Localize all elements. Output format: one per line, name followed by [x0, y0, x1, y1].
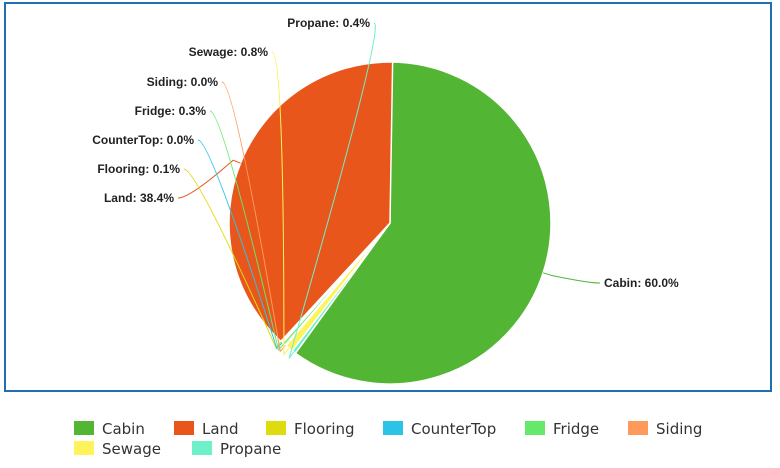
connector-flooring: [183, 168, 282, 349]
connector-fridge: [209, 110, 285, 352]
legend-label: Fridge: [553, 420, 600, 438]
legend-swatch: [192, 441, 212, 455]
data-label-propane: Propane: 0.4%: [287, 16, 370, 30]
data-label-sewage: Sewage: 0.8%: [189, 45, 269, 59]
connector-land: [177, 159, 241, 199]
chart-frame: Cabin: 60.0% Land: 38.4% Flooring: 0.1% Cou…: [4, 2, 772, 392]
data-label-countertop: CounterTop: 0.0%: [92, 133, 194, 147]
data-label-cabin: Cabin: 60.0%: [604, 276, 679, 290]
connector-sewage: [271, 51, 290, 357]
data-label-fridge: Fridge: 0.3%: [135, 104, 207, 118]
legend-swatch: [383, 421, 403, 435]
connector-cabin: [542, 272, 601, 284]
pie-slice-land[interactable]: [228, 61, 394, 343]
legend-swatch: [266, 421, 286, 435]
legend-label: Propane: [220, 440, 282, 458]
legend-label: Cabin: [102, 420, 145, 438]
legend-swatch: [525, 421, 545, 435]
connector-siding: [221, 81, 286, 353]
legend-swatch: [74, 421, 94, 435]
legend-label: Flooring: [294, 420, 355, 438]
legend-label: CounterTop: [411, 420, 497, 438]
connector-propane: [288, 22, 376, 359]
data-label-land: Land: 38.4%: [104, 191, 174, 205]
legend-swatch: [74, 441, 94, 455]
legend-swatch: [628, 421, 648, 435]
pie-chart: Cabin: 60.0% Land: 38.4% Flooring: 0.1% Cou…: [92, 16, 679, 385]
legend-swatch: [174, 421, 194, 435]
legend-label: Siding: [656, 420, 703, 438]
legend-label: Land: [202, 420, 239, 438]
connector-countertop: [197, 139, 283, 350]
data-label-flooring: Flooring: 0.1%: [97, 162, 180, 176]
data-label-siding: Siding: 0.0%: [147, 75, 219, 89]
legend-label: Sewage: [102, 440, 161, 458]
